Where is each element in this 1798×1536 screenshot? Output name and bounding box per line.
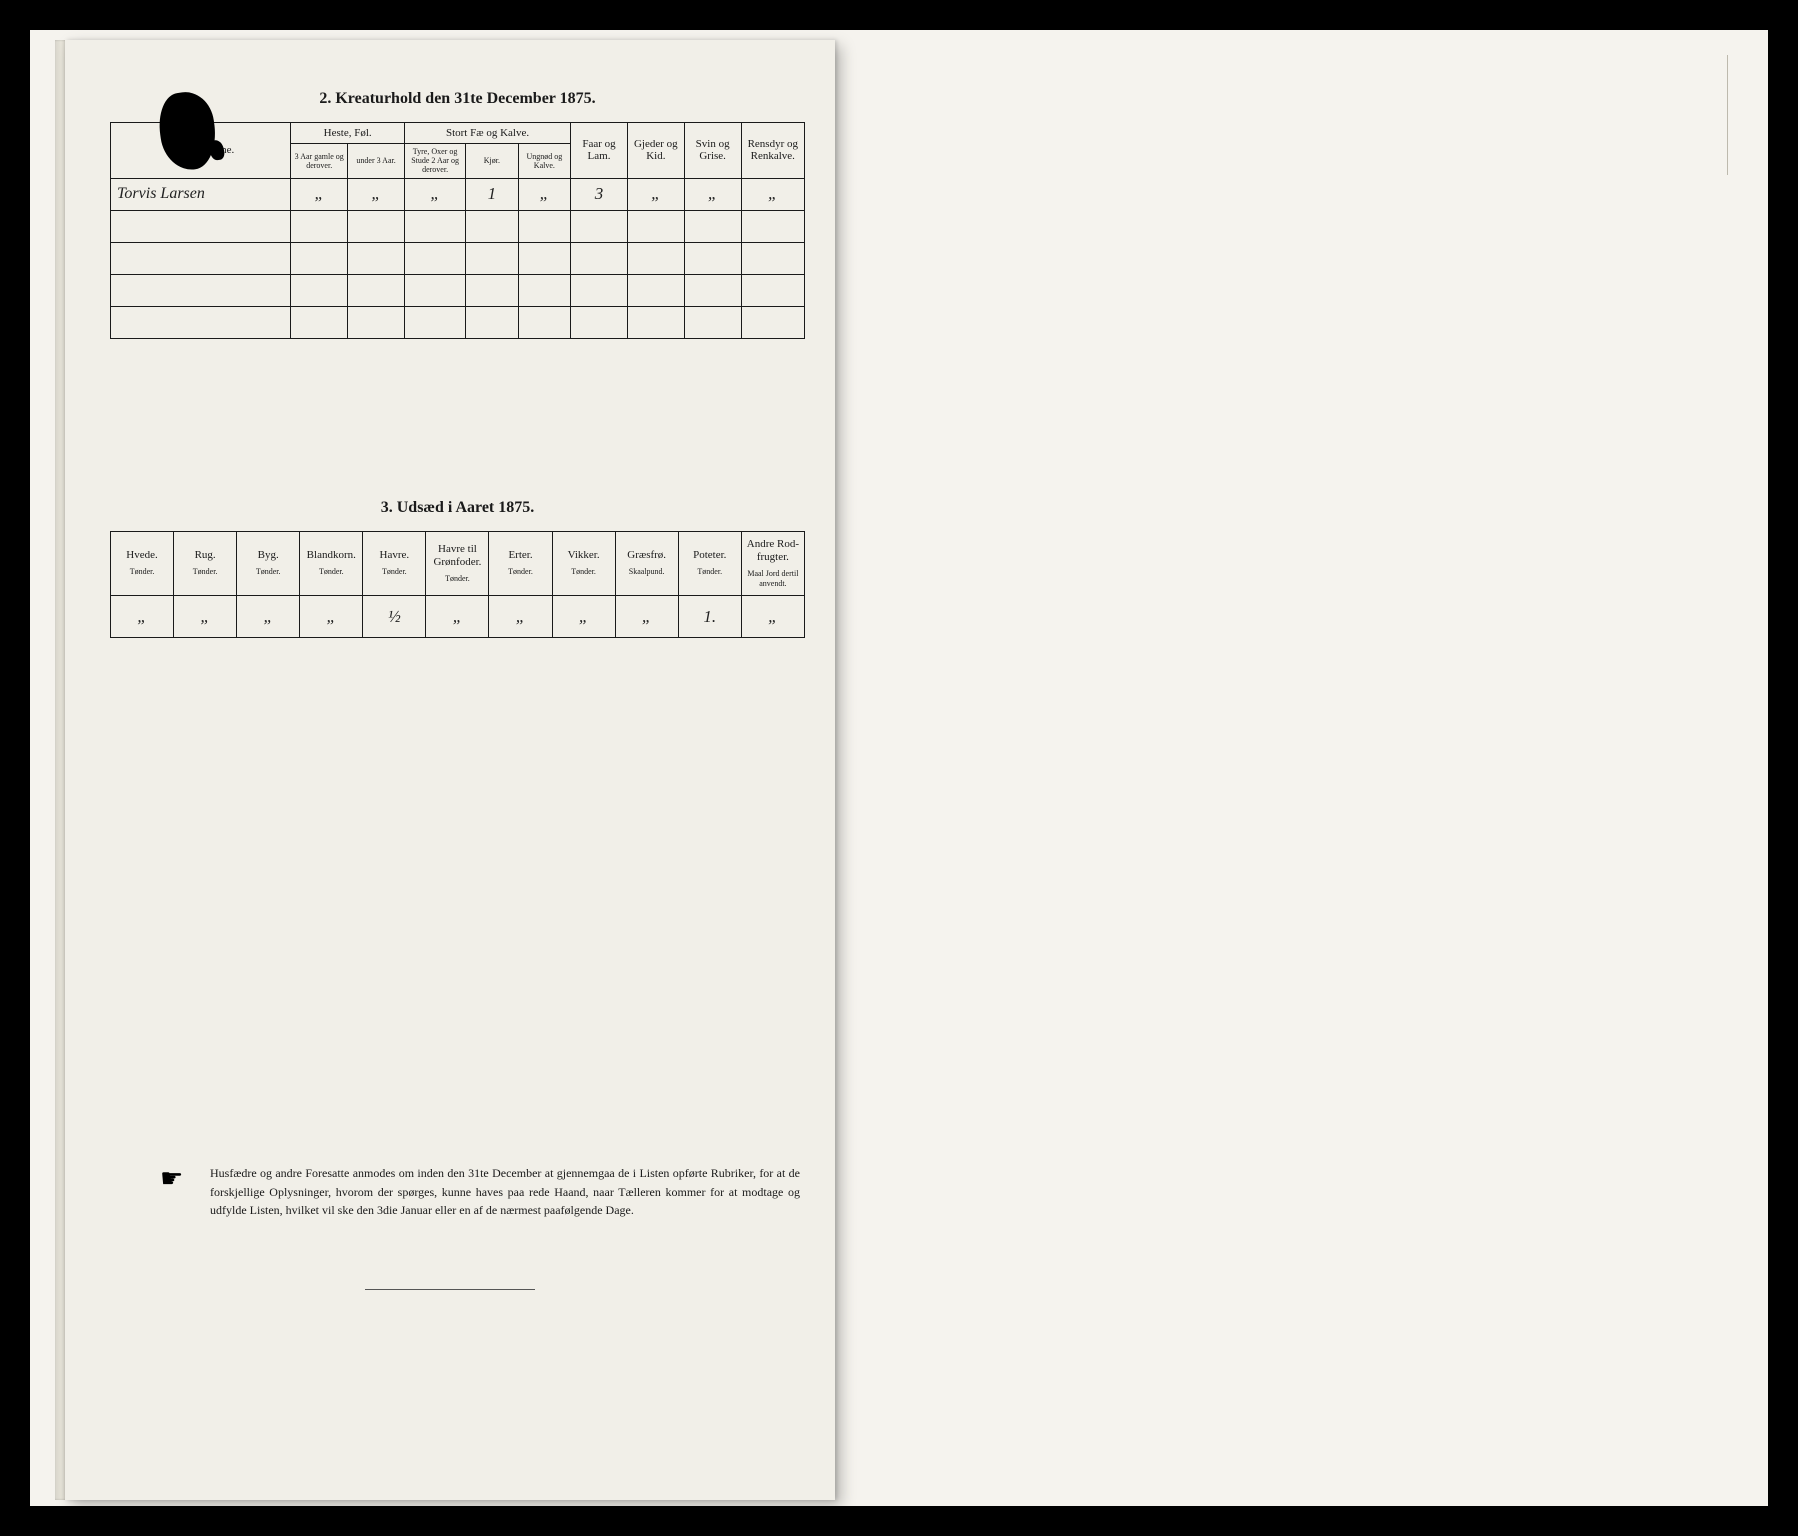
table-row	[111, 210, 805, 242]
t2-col-1: Rug.Tønder.	[174, 531, 237, 596]
t2-col-5: Havre til Grønfoder.Tønder.	[426, 531, 489, 596]
t2-cell-5: „	[426, 596, 489, 638]
col-stort-a: Tyre, Oxer og Stude 2 Aar og derover.	[404, 144, 465, 179]
t2-cell-2: „	[237, 596, 300, 638]
footer-note: ☛ Husfædre og andre Foresatte anmodes om…	[160, 1164, 800, 1220]
col-rensdyr: Rensdyr og Renkalve.	[741, 123, 804, 179]
col-stort-b: Kjør.	[466, 144, 518, 179]
col-heste-b: under 3 Aar.	[348, 144, 405, 179]
sowing-table: Hvede.Tønder. Rug.Tønder. Byg.Tønder. Bl…	[110, 531, 805, 639]
cell-stort-a: „	[404, 178, 465, 210]
cell-rensdyr: „	[741, 178, 804, 210]
t2-col-2: Byg.Tønder.	[237, 531, 300, 596]
t2-col-7: Vikker.Tønder.	[552, 531, 615, 596]
colgroup-heste: Heste, Føl.	[291, 123, 405, 144]
cell-faar: 3	[571, 178, 628, 210]
t2-cell-1: „	[174, 596, 237, 638]
t2-col-3: Blandkorn.Tønder.	[300, 531, 363, 596]
t2-cell-6: „	[489, 596, 552, 638]
document-page: 2. Kreaturhold den 31te December 1875. E…	[65, 40, 835, 1500]
col-heste-a: 3 Aar gamle og derover.	[291, 144, 348, 179]
t2-cell-7: „	[552, 596, 615, 638]
t2-col-4: Havre.Tønder.	[363, 531, 426, 596]
col-faar: Faar og Lam.	[571, 123, 628, 179]
t2-col-8: Græsfrø.Skaalpund.	[615, 531, 678, 596]
t2-col-9: Poteter.Tønder.	[678, 531, 741, 596]
table-row: Torvis Larsen „ „ „ 1 „ 3 „ „ „	[111, 178, 805, 210]
cell-stort-c: „	[518, 178, 570, 210]
t2-cell-9: 1.	[678, 596, 741, 638]
t2-col-10: Andre Rod-frugter.Maal Jord dertil anven…	[741, 531, 804, 596]
t2-col-6: Erter.Tønder.	[489, 531, 552, 596]
section-3-title: 3. Udsæd i Aaret 1875.	[110, 499, 805, 517]
cell-gjeder: „	[627, 178, 684, 210]
col-gjeder: Gjeder og Kid.	[627, 123, 684, 179]
bottom-rule	[365, 1289, 535, 1290]
t2-header-row: Hvede.Tønder. Rug.Tønder. Byg.Tønder. Bl…	[111, 531, 805, 596]
cell-heste-a: „	[291, 178, 348, 210]
cell-stort-b: 1	[466, 178, 518, 210]
t2-cell-10: „	[741, 596, 804, 638]
table-row	[111, 242, 805, 274]
pointing-hand-icon: ☛	[160, 1164, 196, 1192]
table-row	[111, 306, 805, 338]
cell-owner: Torvis Larsen	[111, 178, 291, 210]
colgroup-stort: Stort Fæ og Kalve.	[404, 123, 570, 144]
t2-col-0: Hvede.Tønder.	[111, 531, 174, 596]
table-row: „ „ „ „ ½ „ „ „ „ 1. „	[111, 596, 805, 638]
margin-line-right	[1727, 55, 1728, 175]
table-row	[111, 274, 805, 306]
footer-text: Husfædre og andre Foresatte anmodes om i…	[210, 1164, 800, 1220]
t2-cell-0: „	[111, 596, 174, 638]
col-stort-c: Ungnød og Kalve.	[518, 144, 570, 179]
cell-heste-b: „	[348, 178, 405, 210]
t2-cell-4: ½	[363, 596, 426, 638]
cell-svin: „	[684, 178, 741, 210]
section-2-title: 2. Kreaturhold den 31te December 1875.	[110, 90, 805, 108]
t2-cell-3: „	[300, 596, 363, 638]
t2-cell-8: „	[615, 596, 678, 638]
col-svin: Svin og Grise.	[684, 123, 741, 179]
